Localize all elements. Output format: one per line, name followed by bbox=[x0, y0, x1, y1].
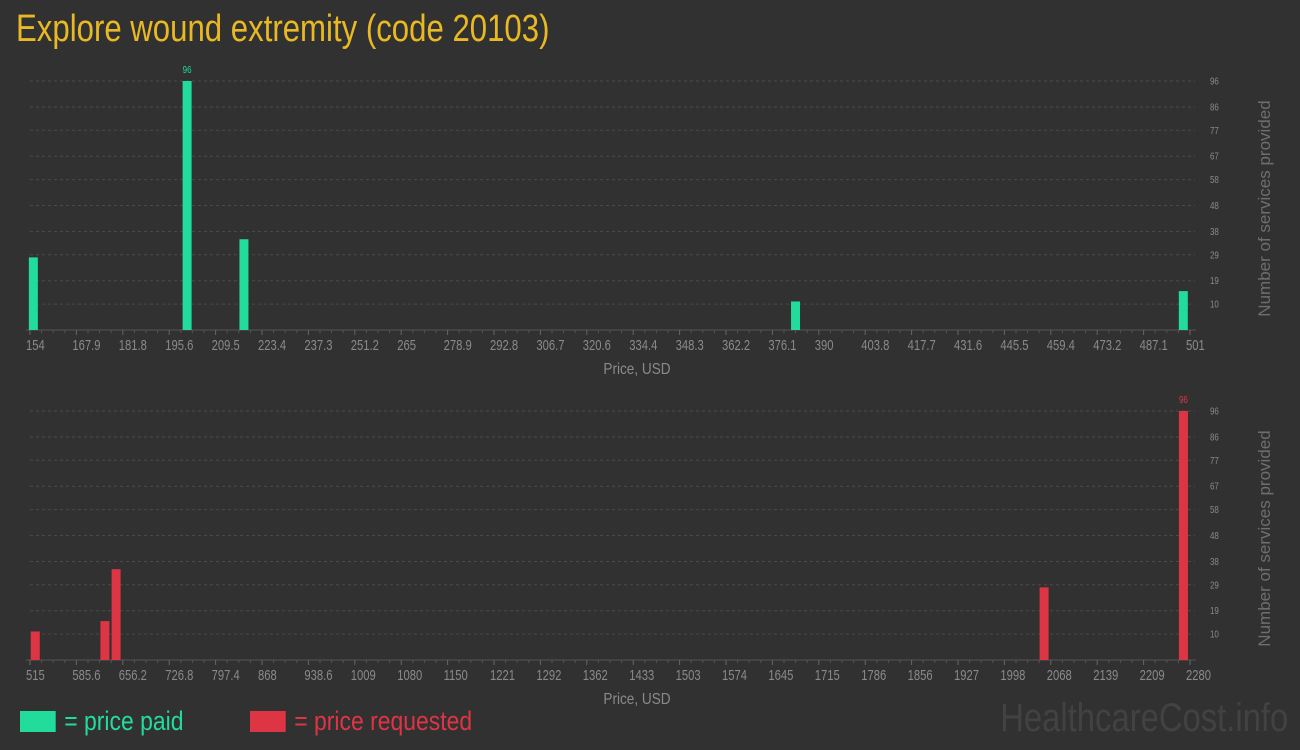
x-tick-label: 2280 bbox=[1186, 666, 1211, 683]
x-tick-label: 1574 bbox=[722, 666, 747, 683]
x-tick-label: 473.2 bbox=[1093, 336, 1121, 353]
x-tick-label: 2139 bbox=[1093, 666, 1118, 683]
x-tick-label: 2209 bbox=[1140, 666, 1165, 683]
legend-price-requested: = price requested bbox=[250, 706, 472, 737]
y-tick-label: 67 bbox=[1210, 481, 1219, 492]
x-tick-label: 1503 bbox=[676, 666, 701, 683]
x-tick-label: 1786 bbox=[861, 666, 886, 683]
y-tick-label: 86 bbox=[1210, 432, 1219, 443]
x-tick-label: 390 bbox=[815, 336, 834, 353]
x-tick-label: 487.1 bbox=[1140, 336, 1168, 353]
y-tick-label: 96 bbox=[1210, 76, 1219, 87]
x-tick-label: 181.8 bbox=[119, 336, 147, 353]
x-tick-label: 195.6 bbox=[165, 336, 193, 353]
x-tick-label: 1080 bbox=[397, 666, 422, 683]
y-axis-title: Number of services provided bbox=[1255, 430, 1274, 646]
y-tick-label: 67 bbox=[1210, 151, 1219, 162]
x-axis-title: Price, USD bbox=[603, 361, 670, 378]
bar bbox=[111, 569, 121, 660]
y-tick-label: 38 bbox=[1210, 556, 1219, 567]
x-tick-label: 417.7 bbox=[908, 336, 936, 353]
x-tick-label: 445.5 bbox=[1000, 336, 1028, 353]
x-tick-label: 251.2 bbox=[351, 336, 379, 353]
bar bbox=[239, 239, 249, 330]
bar bbox=[791, 301, 801, 330]
y-tick-label: 77 bbox=[1210, 125, 1219, 136]
x-tick-label: 1645 bbox=[768, 666, 793, 683]
x-tick-label: 1715 bbox=[815, 666, 840, 683]
y-tick-label: 10 bbox=[1210, 299, 1219, 310]
x-tick-label: 1998 bbox=[1000, 666, 1025, 683]
page-title: Explore wound extremity (code 20103) bbox=[16, 8, 550, 50]
x-axis-title: Price, USD bbox=[603, 691, 670, 708]
legend-price-requested-label: = price requested bbox=[294, 706, 473, 736]
x-tick-label: 1927 bbox=[954, 666, 979, 683]
x-tick-label: 1292 bbox=[536, 666, 561, 683]
price-paid-swatch bbox=[20, 711, 56, 732]
bar-value-label: 96 bbox=[1179, 394, 1188, 405]
x-tick-label: 1433 bbox=[629, 666, 654, 683]
x-tick-label: 585.6 bbox=[72, 666, 100, 683]
x-tick-label: 726.8 bbox=[165, 666, 193, 683]
x-tick-label: 1150 bbox=[444, 666, 468, 683]
bar bbox=[1039, 587, 1049, 660]
legend-price-paid: = price paid bbox=[20, 706, 183, 737]
y-tick-label: 96 bbox=[1210, 406, 1219, 417]
x-tick-label: 1009 bbox=[351, 666, 376, 683]
y-tick-label: 19 bbox=[1210, 275, 1219, 286]
y-tick-label: 77 bbox=[1210, 455, 1219, 466]
x-tick-label: 154 bbox=[26, 336, 45, 353]
y-tick-label: 48 bbox=[1210, 200, 1219, 211]
x-tick-label: 292.8 bbox=[490, 336, 518, 353]
x-tick-label: 797.4 bbox=[212, 666, 240, 683]
bar bbox=[30, 631, 40, 660]
x-tick-label: 334.4 bbox=[629, 336, 657, 353]
bar-value-label: 96 bbox=[183, 64, 192, 75]
bar bbox=[182, 81, 192, 330]
y-tick-label: 29 bbox=[1210, 249, 1219, 260]
y-tick-label: 29 bbox=[1210, 579, 1219, 590]
x-tick-label: 306.7 bbox=[536, 336, 564, 353]
x-tick-label: 1221 bbox=[490, 666, 515, 683]
x-tick-label: 167.9 bbox=[72, 336, 100, 353]
y-tick-label: 10 bbox=[1210, 629, 1219, 640]
x-tick-label: 278.9 bbox=[444, 336, 472, 353]
x-tick-label: 403.8 bbox=[861, 336, 889, 353]
y-axis-title: Number of services provided bbox=[1255, 100, 1274, 316]
x-tick-label: 501 bbox=[1186, 336, 1205, 353]
y-tick-label: 48 bbox=[1210, 530, 1219, 541]
x-tick-label: 459.4 bbox=[1047, 336, 1075, 353]
x-tick-label: 1362 bbox=[583, 666, 608, 683]
x-tick-label: 265 bbox=[397, 336, 416, 353]
y-tick-label: 58 bbox=[1210, 174, 1219, 185]
legend-price-paid-label: = price paid bbox=[64, 706, 184, 736]
x-tick-label: 348.3 bbox=[676, 336, 704, 353]
x-tick-label: 362.2 bbox=[722, 336, 750, 353]
y-tick-label: 58 bbox=[1210, 504, 1219, 515]
bar bbox=[1178, 411, 1188, 660]
x-tick-label: 1856 bbox=[908, 666, 933, 683]
x-tick-label: 237.3 bbox=[304, 336, 332, 353]
x-tick-label: 938.6 bbox=[304, 666, 332, 683]
x-tick-label: 515 bbox=[26, 666, 45, 683]
bar bbox=[28, 257, 38, 330]
price-requested-swatch bbox=[250, 711, 286, 732]
x-tick-label: 868 bbox=[258, 666, 277, 683]
bar bbox=[100, 621, 110, 660]
y-tick-label: 86 bbox=[1210, 102, 1219, 113]
bar bbox=[1178, 291, 1188, 330]
watermark-logo: HealthcareCost.info bbox=[999, 696, 1288, 740]
x-tick-label: 2068 bbox=[1047, 666, 1072, 683]
x-tick-label: 209.5 bbox=[212, 336, 240, 353]
x-tick-label: 376.1 bbox=[768, 336, 796, 353]
x-tick-label: 431.6 bbox=[954, 336, 982, 353]
y-tick-label: 19 bbox=[1210, 605, 1219, 616]
y-tick-label: 38 bbox=[1210, 226, 1219, 237]
x-tick-label: 223.4 bbox=[258, 336, 286, 353]
x-tick-label: 656.2 bbox=[119, 666, 147, 683]
x-tick-label: 320.6 bbox=[583, 336, 611, 353]
